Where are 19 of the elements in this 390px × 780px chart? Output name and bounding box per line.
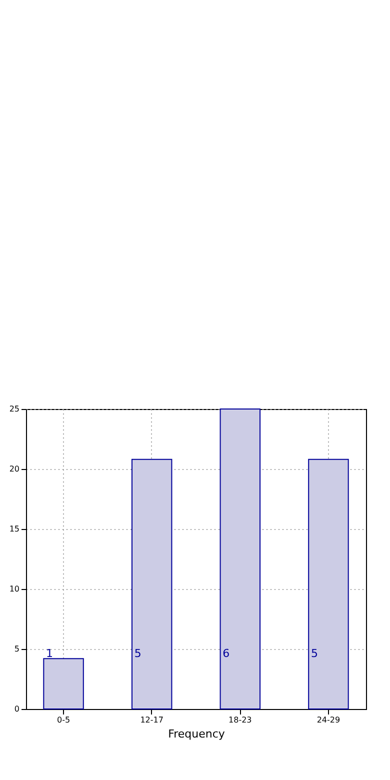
y-tick-label: 15	[9, 524, 20, 534]
annotation: 5	[310, 647, 318, 660]
annotation: 6	[222, 647, 230, 660]
y-tick-label: 25	[9, 404, 20, 414]
annotation: 1	[46, 647, 54, 660]
y-tick-label: 0	[14, 704, 20, 714]
y-tick-label: 5	[14, 644, 20, 654]
x-tick-label: 0-5	[56, 716, 70, 724]
x-tick-label: 18-23	[228, 716, 252, 724]
bar	[220, 408, 261, 710]
x-axis-title: Frequency	[168, 728, 226, 740]
bar	[308, 458, 349, 710]
x-tick-label: 12-17	[140, 716, 164, 724]
annotation: 5	[134, 647, 142, 660]
x-tick-label: 24-29	[316, 716, 340, 724]
bar	[43, 658, 84, 710]
y-tick-label: 20	[9, 464, 20, 474]
y-tick-label: 10	[9, 584, 20, 594]
bar	[131, 458, 172, 710]
